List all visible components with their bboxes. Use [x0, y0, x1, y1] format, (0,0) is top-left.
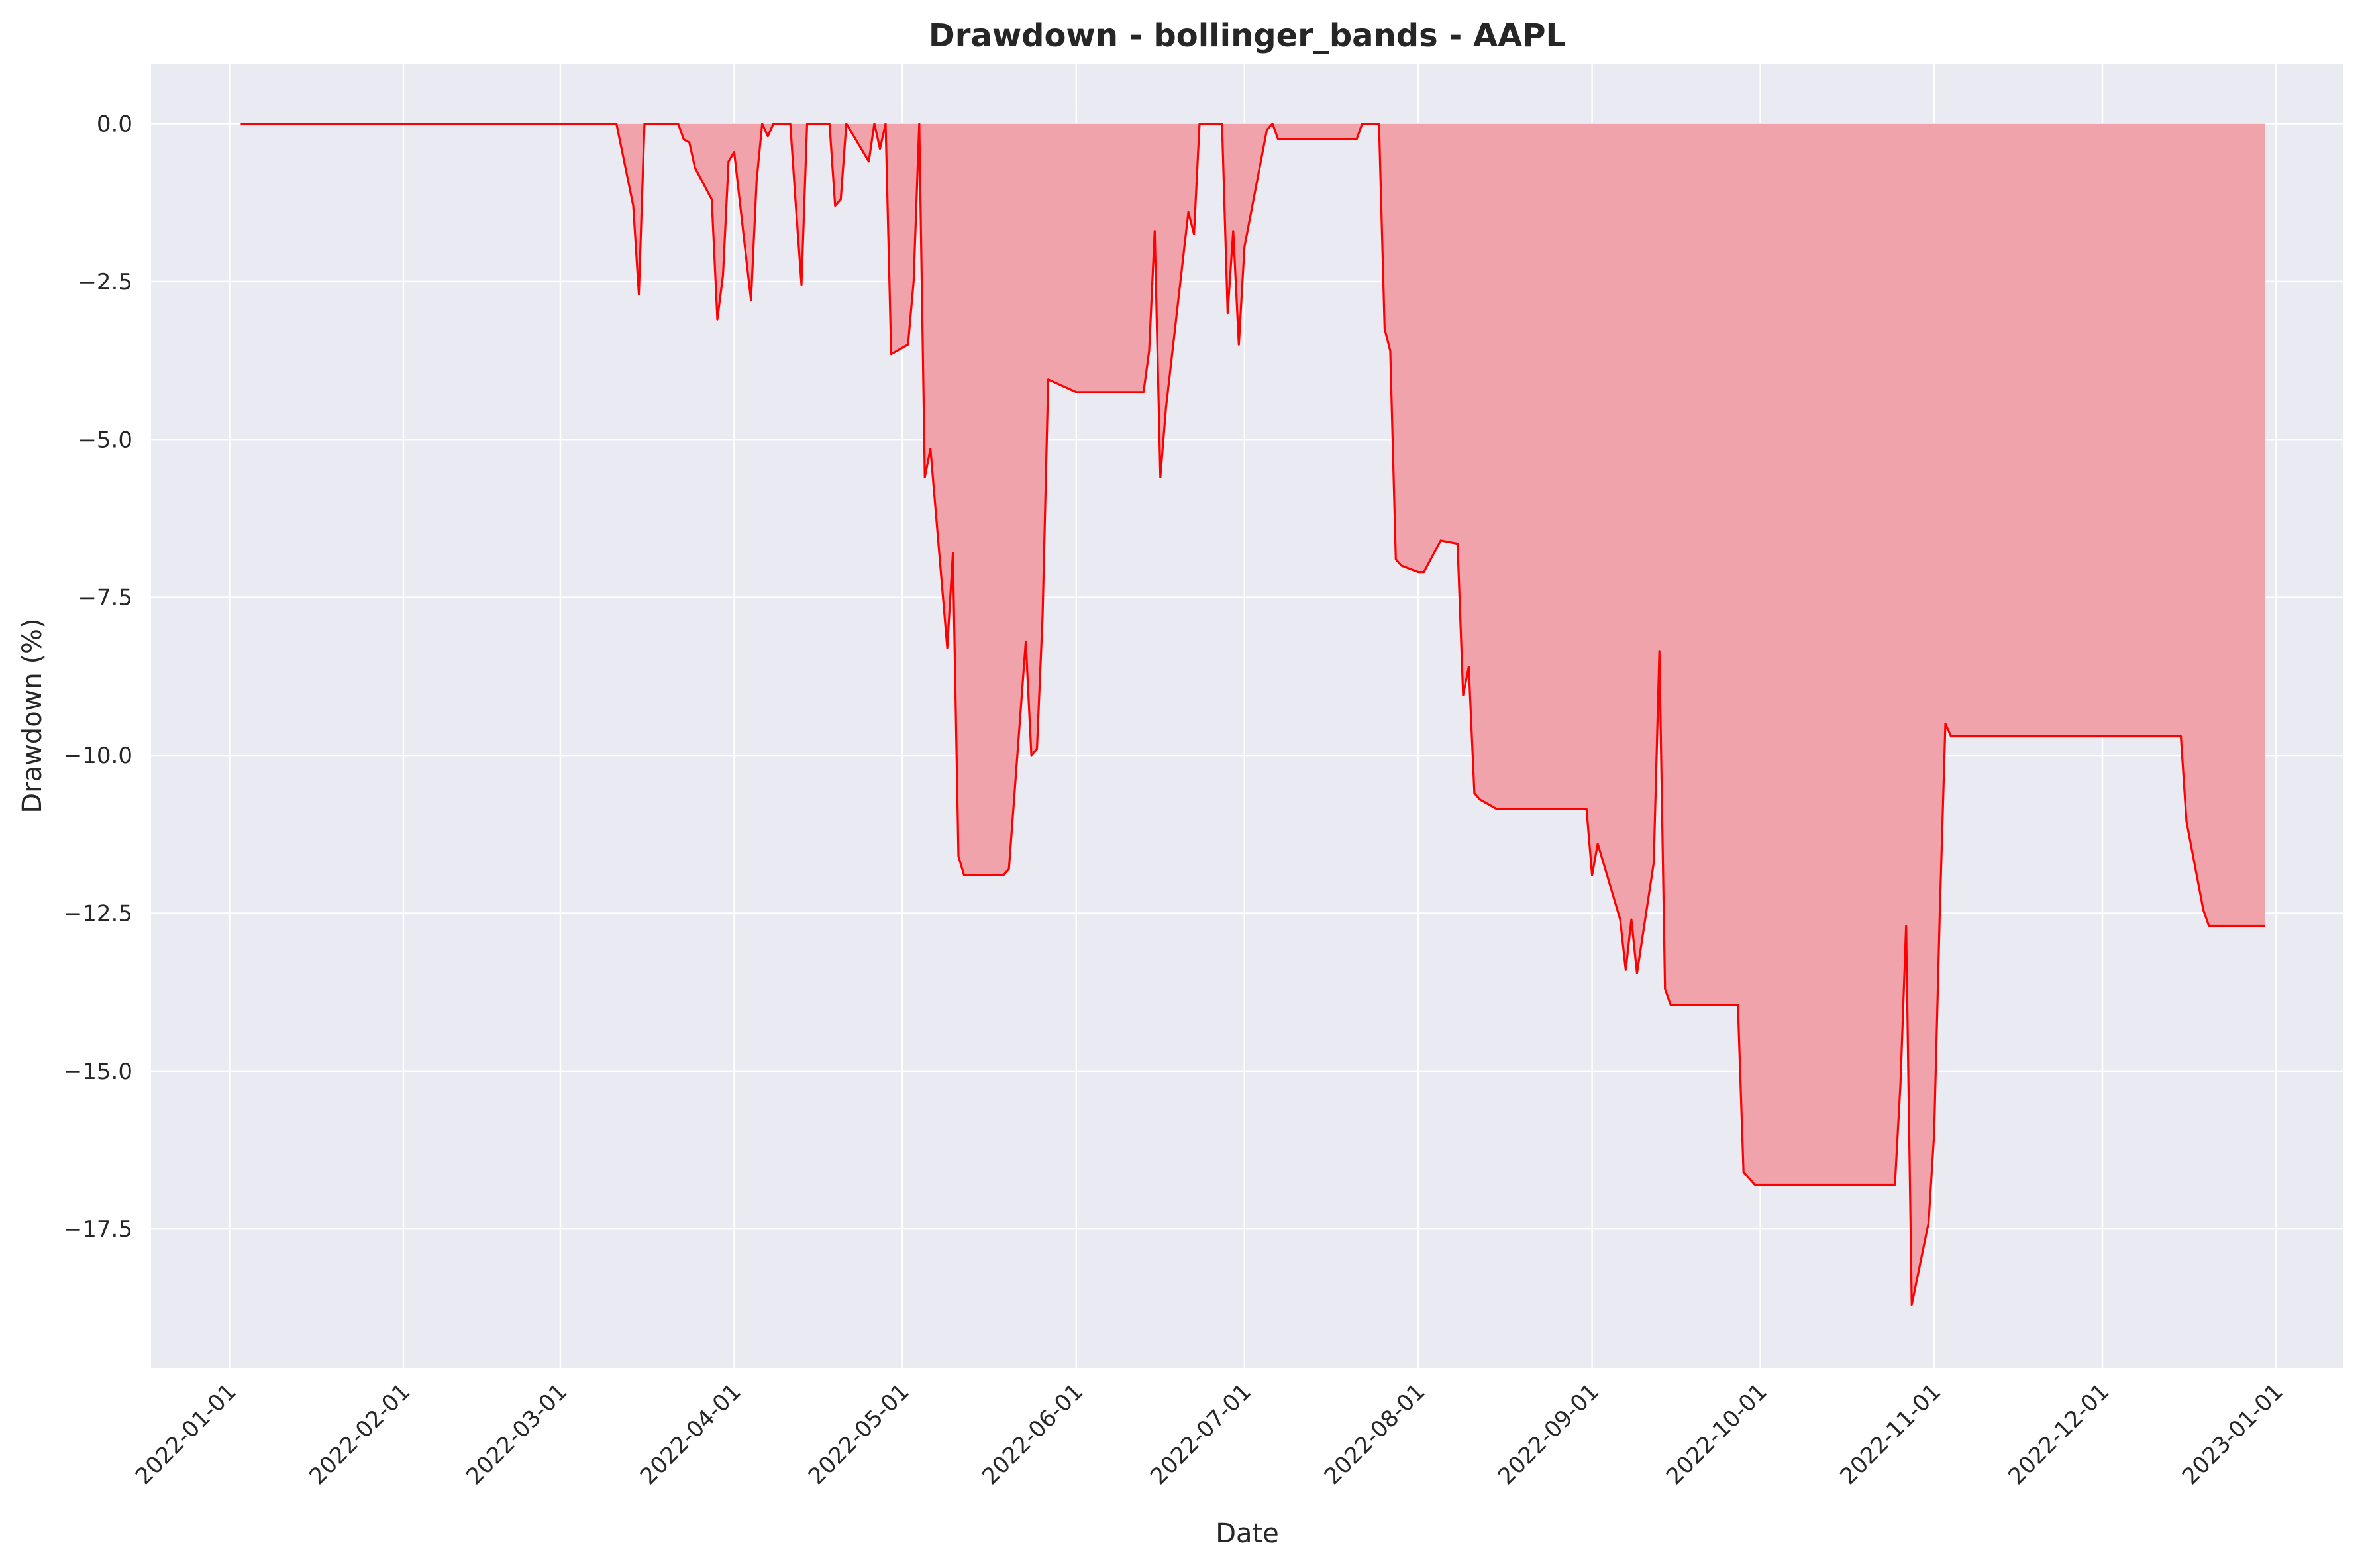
y-tick-label: −2.5 — [77, 269, 132, 295]
y-tick-label: −17.5 — [64, 1216, 132, 1243]
y-tick-label: −5.0 — [77, 427, 132, 453]
chart-title: Drawdown - bollinger_bands - AAPL — [929, 17, 1566, 54]
y-tick-label: −7.5 — [77, 585, 132, 611]
y-tick-label: 0.0 — [97, 111, 132, 138]
drawdown-line — [240, 123, 2265, 1306]
y-tick-label: −15.0 — [64, 1059, 132, 1085]
y-axis-label: Drawdown (%) — [17, 618, 48, 813]
y-tick-label: −12.5 — [64, 900, 132, 927]
y-tick-label: −10.0 — [64, 743, 132, 769]
x-axis-label: Date — [1215, 1518, 1279, 1549]
y-axis-ticks: 0.0 −2.5 −5.0 −7.5 −10.0 −12.5 −15.0 −17.5 — [64, 111, 132, 1243]
drawdown-area — [240, 123, 2265, 1305]
